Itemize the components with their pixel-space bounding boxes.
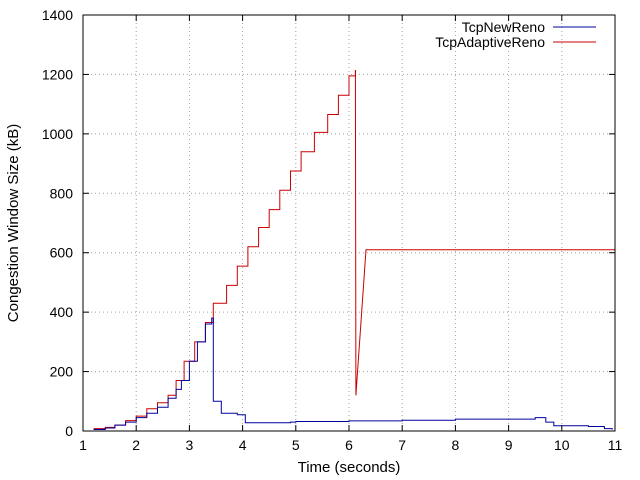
y-tick-label: 1400	[42, 7, 73, 23]
series-line-tcpnewreno	[93, 317, 613, 430]
x-tick-label: 9	[505, 437, 513, 453]
axis-ticks: 1 2 3 4 5 6 7 8 9 10 11 0 200 400 600 800 1000 1200 1400	[42, 7, 623, 453]
x-tick-label: 8	[452, 437, 460, 453]
x-tick-label: 11	[608, 437, 623, 453]
plot-area	[93, 69, 615, 430]
legend-label: TcpAdaptiveReno	[435, 34, 545, 50]
x-tick-label: 7	[398, 437, 406, 453]
x-tick-label: 4	[239, 437, 247, 453]
series-line-tcpadaptivereno-recovery	[354, 69, 615, 396]
x-tick-label: 1	[79, 437, 87, 453]
x-axis-label: Time (seconds)	[298, 459, 401, 476]
x-tick-label: 3	[186, 437, 194, 453]
y-tick-label: 800	[50, 185, 74, 201]
y-tick-label: 0	[65, 423, 73, 439]
y-tick-label: 200	[50, 364, 74, 380]
y-tick-label: 400	[50, 304, 74, 320]
grid	[83, 15, 615, 431]
y-tick-label: 1200	[42, 66, 73, 82]
y-axis-label: Congestion Window Size (kB)	[5, 124, 22, 322]
legend-label: TcpNewReno	[462, 19, 545, 35]
x-tick-label: 2	[132, 437, 140, 453]
x-tick-label: 10	[554, 437, 570, 453]
x-tick-label: 6	[345, 437, 353, 453]
y-tick-label: 600	[50, 245, 74, 261]
series-line-tcpadaptivereno	[93, 70, 356, 430]
x-tick-label: 5	[292, 437, 300, 453]
y-tick-label: 1000	[42, 126, 73, 142]
